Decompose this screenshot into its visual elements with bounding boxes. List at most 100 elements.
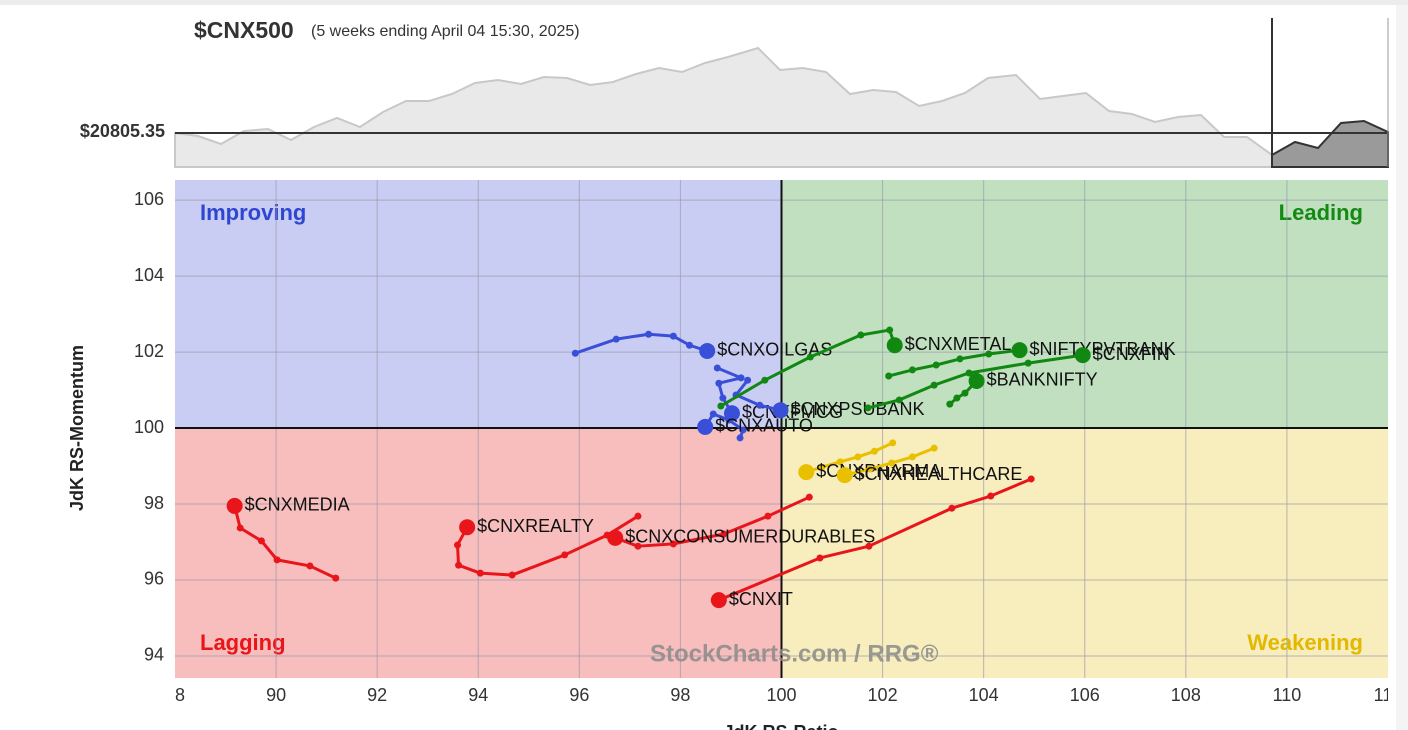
head-point: [798, 464, 815, 481]
y-tick-label: 98: [144, 493, 164, 513]
tail-point: [612, 335, 620, 343]
head-point: [836, 467, 853, 484]
tail-point: [946, 400, 954, 408]
y-tick-label: 104: [134, 265, 164, 285]
tail-line: [866, 353, 1085, 410]
y-tick-label: 96: [144, 569, 164, 589]
quadrant-label: Weakening: [1247, 630, 1363, 655]
tail-point: [561, 551, 569, 559]
tail-line: [948, 379, 979, 406]
tail-point: [930, 381, 938, 389]
tail-point: [454, 541, 462, 549]
x-axis-label: JdK RS-Ratio: [723, 722, 838, 730]
y-axis-label: JdK RS-Momentum: [67, 345, 87, 511]
tail-point: [725, 416, 733, 424]
head-point: [699, 342, 716, 359]
scrollbar: [1396, 5, 1408, 730]
tail-point: [306, 562, 314, 570]
x-tick-label: 88: [165, 685, 185, 705]
tail-point: [865, 542, 873, 550]
chart-title: $CNX500: [194, 17, 294, 43]
x-tick-label: 104: [969, 685, 999, 705]
tail-point: [720, 530, 728, 538]
tail-point: [634, 542, 642, 550]
tail-point: [715, 379, 723, 387]
tail-point: [953, 394, 961, 402]
y-tick-label: 100: [134, 417, 164, 437]
tail-point: [737, 374, 745, 382]
x-tick-label: 94: [468, 685, 488, 705]
tail-point: [736, 434, 744, 442]
series-label: $CNXCONSUMERDURABLES: [625, 527, 875, 547]
head-point: [459, 519, 476, 536]
series-label: $CNXREALTY: [477, 516, 594, 536]
price-area-recent: [1271, 119, 1389, 168]
head-point: [772, 402, 789, 419]
x-tick-label: 92: [367, 685, 387, 705]
tail-point: [1027, 475, 1035, 483]
tail-line: [233, 504, 338, 580]
tail-line: [887, 348, 1022, 378]
x-tick-label: 112: [1374, 685, 1403, 705]
tail-point: [744, 376, 752, 384]
series-label: $NIFTYPVTBANK: [1030, 339, 1176, 359]
series-label: $CNXFIN: [1093, 344, 1170, 364]
tail-point: [257, 537, 265, 545]
head-point: [886, 337, 903, 354]
tail-point: [965, 369, 973, 377]
tail-point: [756, 401, 764, 409]
series-label: $CNXOILGAS: [717, 340, 832, 360]
tail-point: [476, 569, 484, 577]
price-area: [174, 46, 1273, 168]
head-point: [968, 372, 985, 389]
tail-point: [806, 353, 814, 361]
tail-point: [908, 453, 916, 461]
quadrant-label: Leading: [1279, 200, 1363, 225]
tail-point: [987, 492, 995, 500]
tail-point: [686, 341, 694, 349]
tail-point: [709, 410, 717, 418]
tail-point: [719, 394, 727, 402]
plot-area: Improving Leading Lagging Weakening 88 90 92 94…: [134, 180, 1403, 705]
tail-point: [885, 372, 893, 380]
price-pane: $20805.35 $CNX500 (5 weeks ending April …: [80, 17, 1389, 168]
head-point: [1074, 347, 1091, 364]
series-label: $CNXMETAL: [905, 334, 1012, 354]
y-tick-label: 102: [134, 341, 164, 361]
x-tick-label: 98: [670, 685, 690, 705]
tail-point: [932, 361, 940, 369]
x-tick-label: 106: [1070, 685, 1100, 705]
tail-point: [956, 355, 964, 363]
tail-point: [930, 444, 938, 452]
series-label: $CNXIT: [729, 589, 793, 609]
x-tick-label: 108: [1171, 685, 1201, 705]
series-label: $CNXAUTO: [715, 416, 813, 436]
chart-subtitle: (5 weeks ending April 04 15:30, 2025): [311, 23, 580, 40]
tail-point: [864, 404, 872, 412]
tail-point: [948, 504, 956, 512]
tail-point: [634, 512, 642, 520]
tail-point: [961, 389, 969, 397]
top-bar: [0, 0, 1408, 5]
tail-point: [332, 574, 340, 582]
tail-point: [805, 493, 813, 501]
tail-line: [717, 477, 1033, 602]
tail-point: [455, 561, 463, 569]
tail-point: [571, 349, 579, 357]
head-point: [607, 529, 624, 546]
tail-point: [717, 402, 725, 410]
tail-line: [734, 378, 782, 412]
series-label: $CNXHEALTHCARE: [855, 464, 1023, 484]
tail-point: [870, 447, 878, 455]
tail-point: [818, 463, 826, 471]
y-tick-label: 94: [144, 645, 164, 665]
tail-point: [857, 331, 865, 339]
tail-point: [764, 512, 772, 520]
series-label: $CNXMEDIA: [245, 495, 350, 515]
tail-point: [985, 350, 993, 358]
tail-point: [669, 332, 677, 340]
tail-point: [669, 540, 677, 548]
tail-point: [816, 554, 824, 562]
